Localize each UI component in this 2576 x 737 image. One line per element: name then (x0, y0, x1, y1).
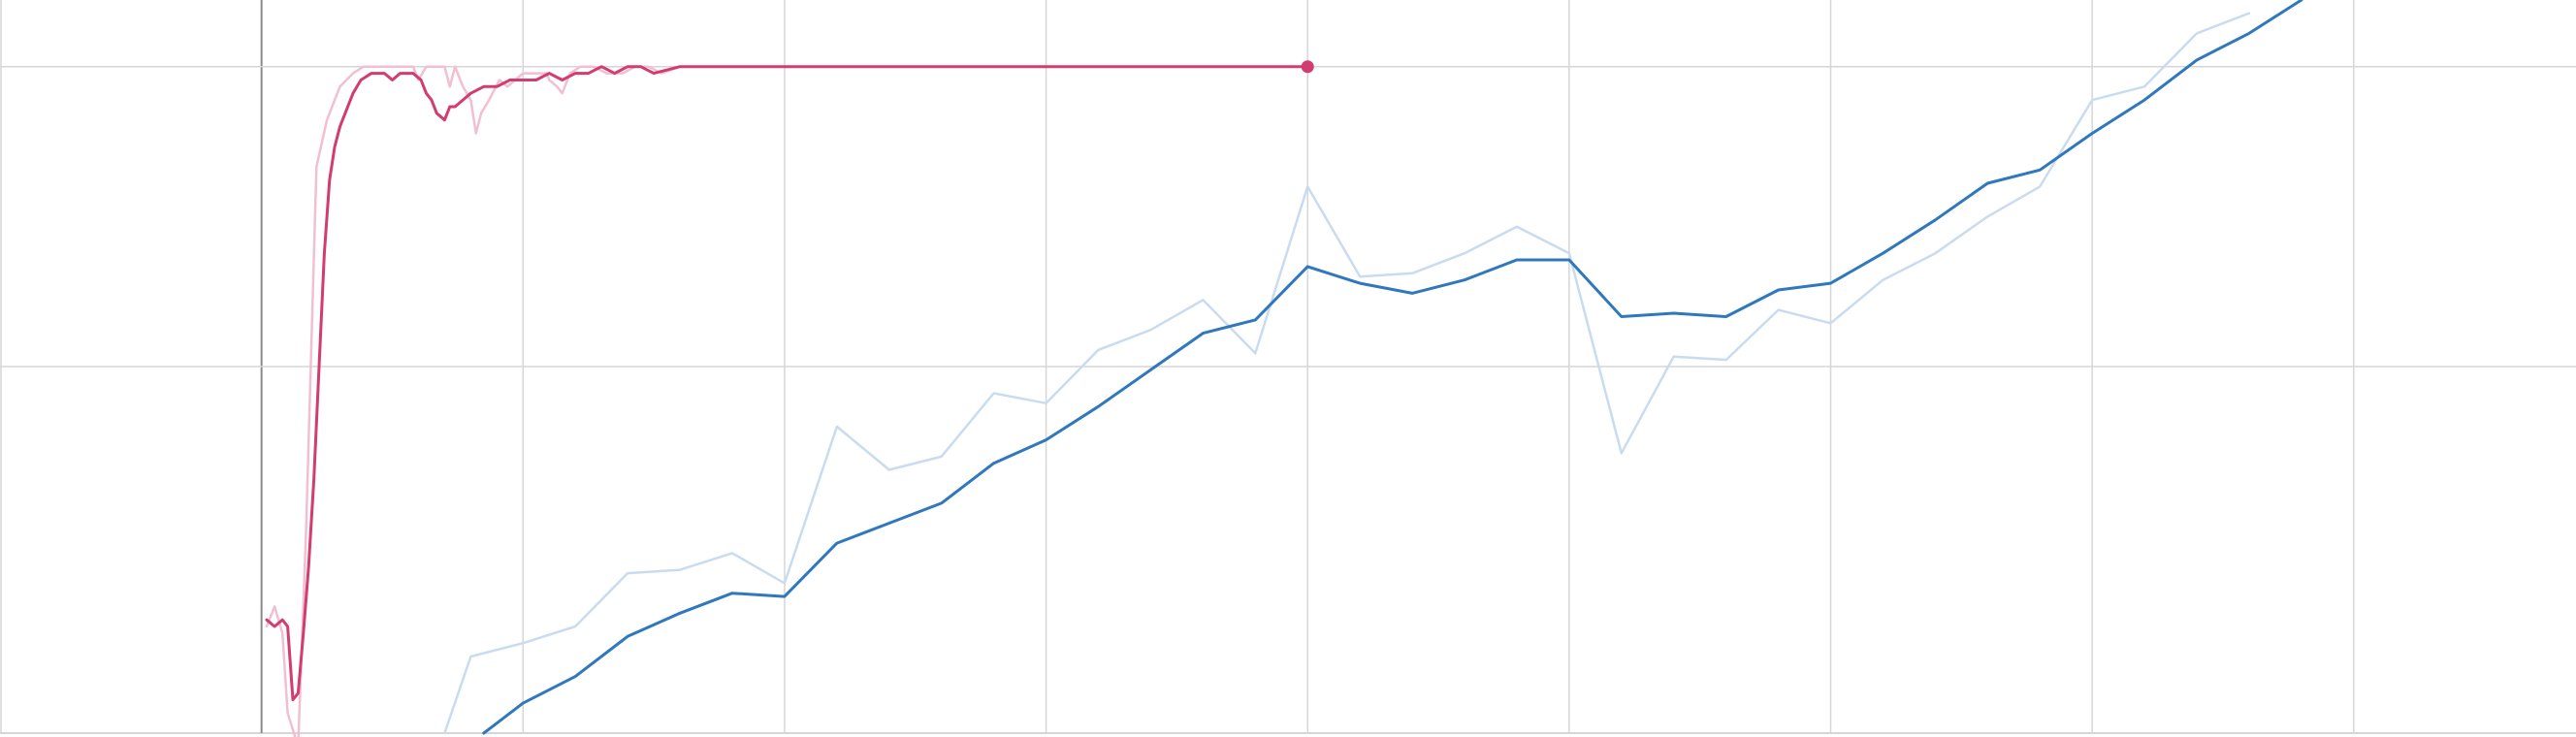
series-layer (265, 0, 2303, 737)
series-line-0 (265, 65, 1309, 737)
series-line-2 (443, 12, 2251, 735)
marker-layer (1301, 60, 1314, 74)
series-end-marker-0 (1301, 60, 1314, 74)
series-line-3 (482, 0, 2303, 735)
series-line-1 (265, 65, 1309, 702)
